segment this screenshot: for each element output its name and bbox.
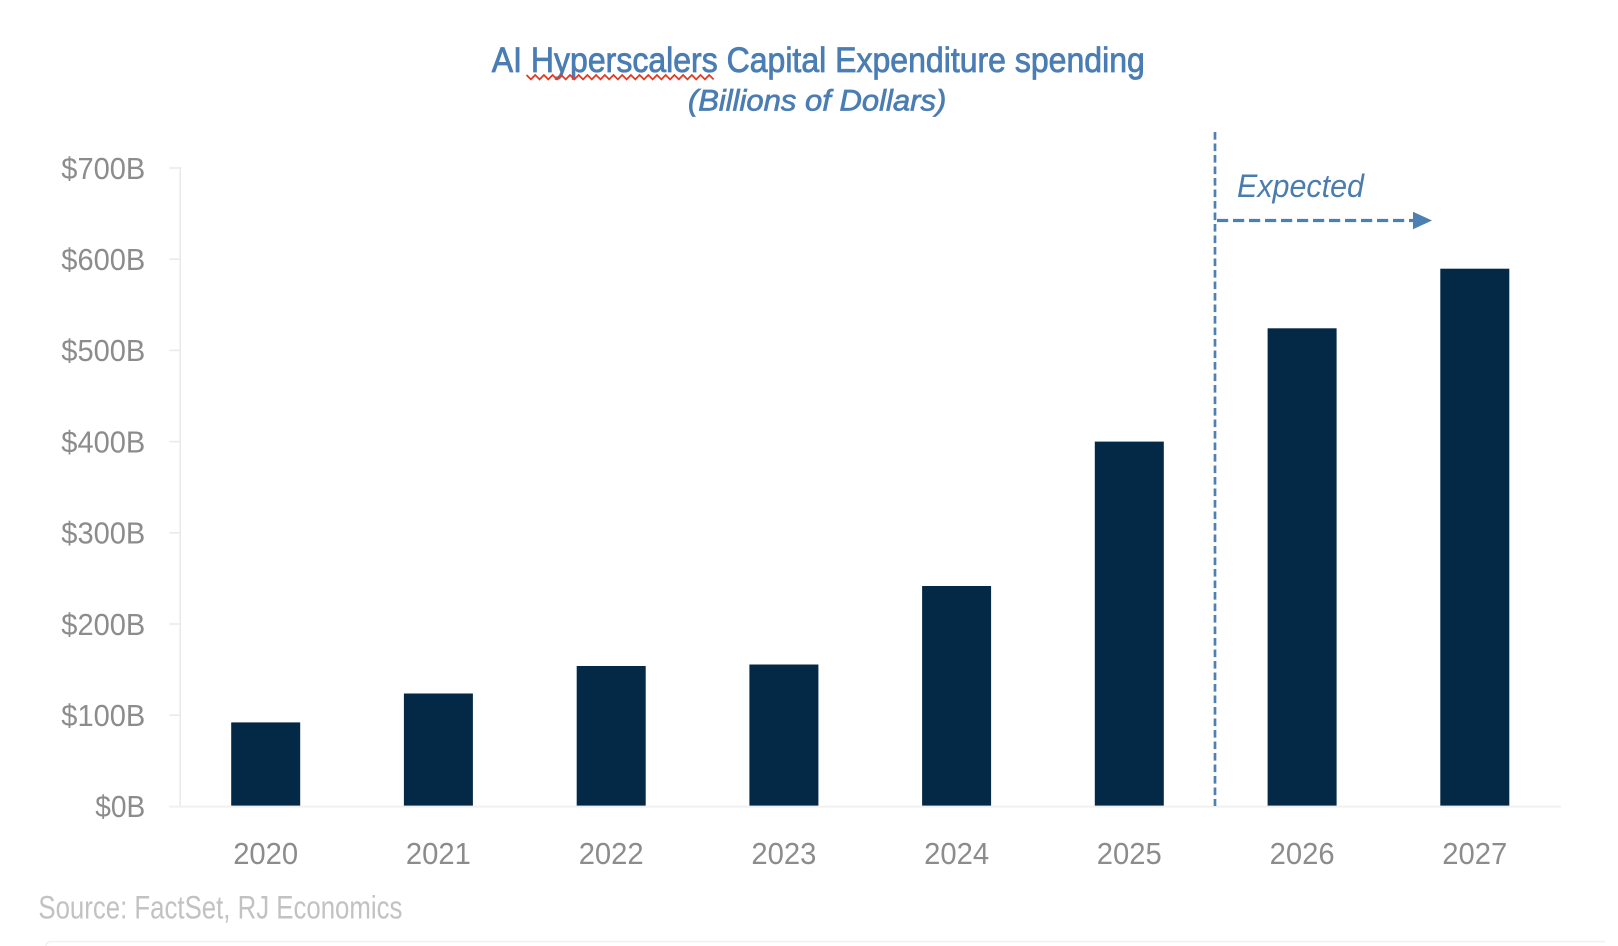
svg-text:2026: 2026 xyxy=(1270,836,1335,871)
svg-text:$100B: $100B xyxy=(61,698,145,733)
svg-text:(Billions of Dollars): (Billions of Dollars) xyxy=(688,84,946,117)
svg-text:2023: 2023 xyxy=(751,836,816,871)
svg-text:2025: 2025 xyxy=(1097,836,1162,871)
svg-text:2021: 2021 xyxy=(406,836,471,871)
svg-text:Expected: Expected xyxy=(1237,168,1365,204)
svg-text:$500B: $500B xyxy=(61,333,145,368)
svg-text:2020: 2020 xyxy=(233,836,298,871)
svg-text:$300B: $300B xyxy=(61,516,145,551)
svg-text:$700B: $700B xyxy=(61,151,145,186)
svg-text:$200B: $200B xyxy=(61,607,145,642)
svg-text:2024: 2024 xyxy=(924,836,989,871)
svg-text:$600B: $600B xyxy=(61,242,145,277)
svg-text:$400B: $400B xyxy=(61,424,145,459)
svg-text:2027: 2027 xyxy=(1442,836,1507,871)
svg-text:$0B: $0B xyxy=(95,789,145,824)
svg-text:AI Hyperscalers Capital Expend: AI Hyperscalers Capital Expenditure spen… xyxy=(492,41,1145,80)
svg-text:Source: FactSet, RJ Economics: Source: FactSet, RJ Economics xyxy=(38,890,402,926)
svg-text:2022: 2022 xyxy=(579,836,644,871)
